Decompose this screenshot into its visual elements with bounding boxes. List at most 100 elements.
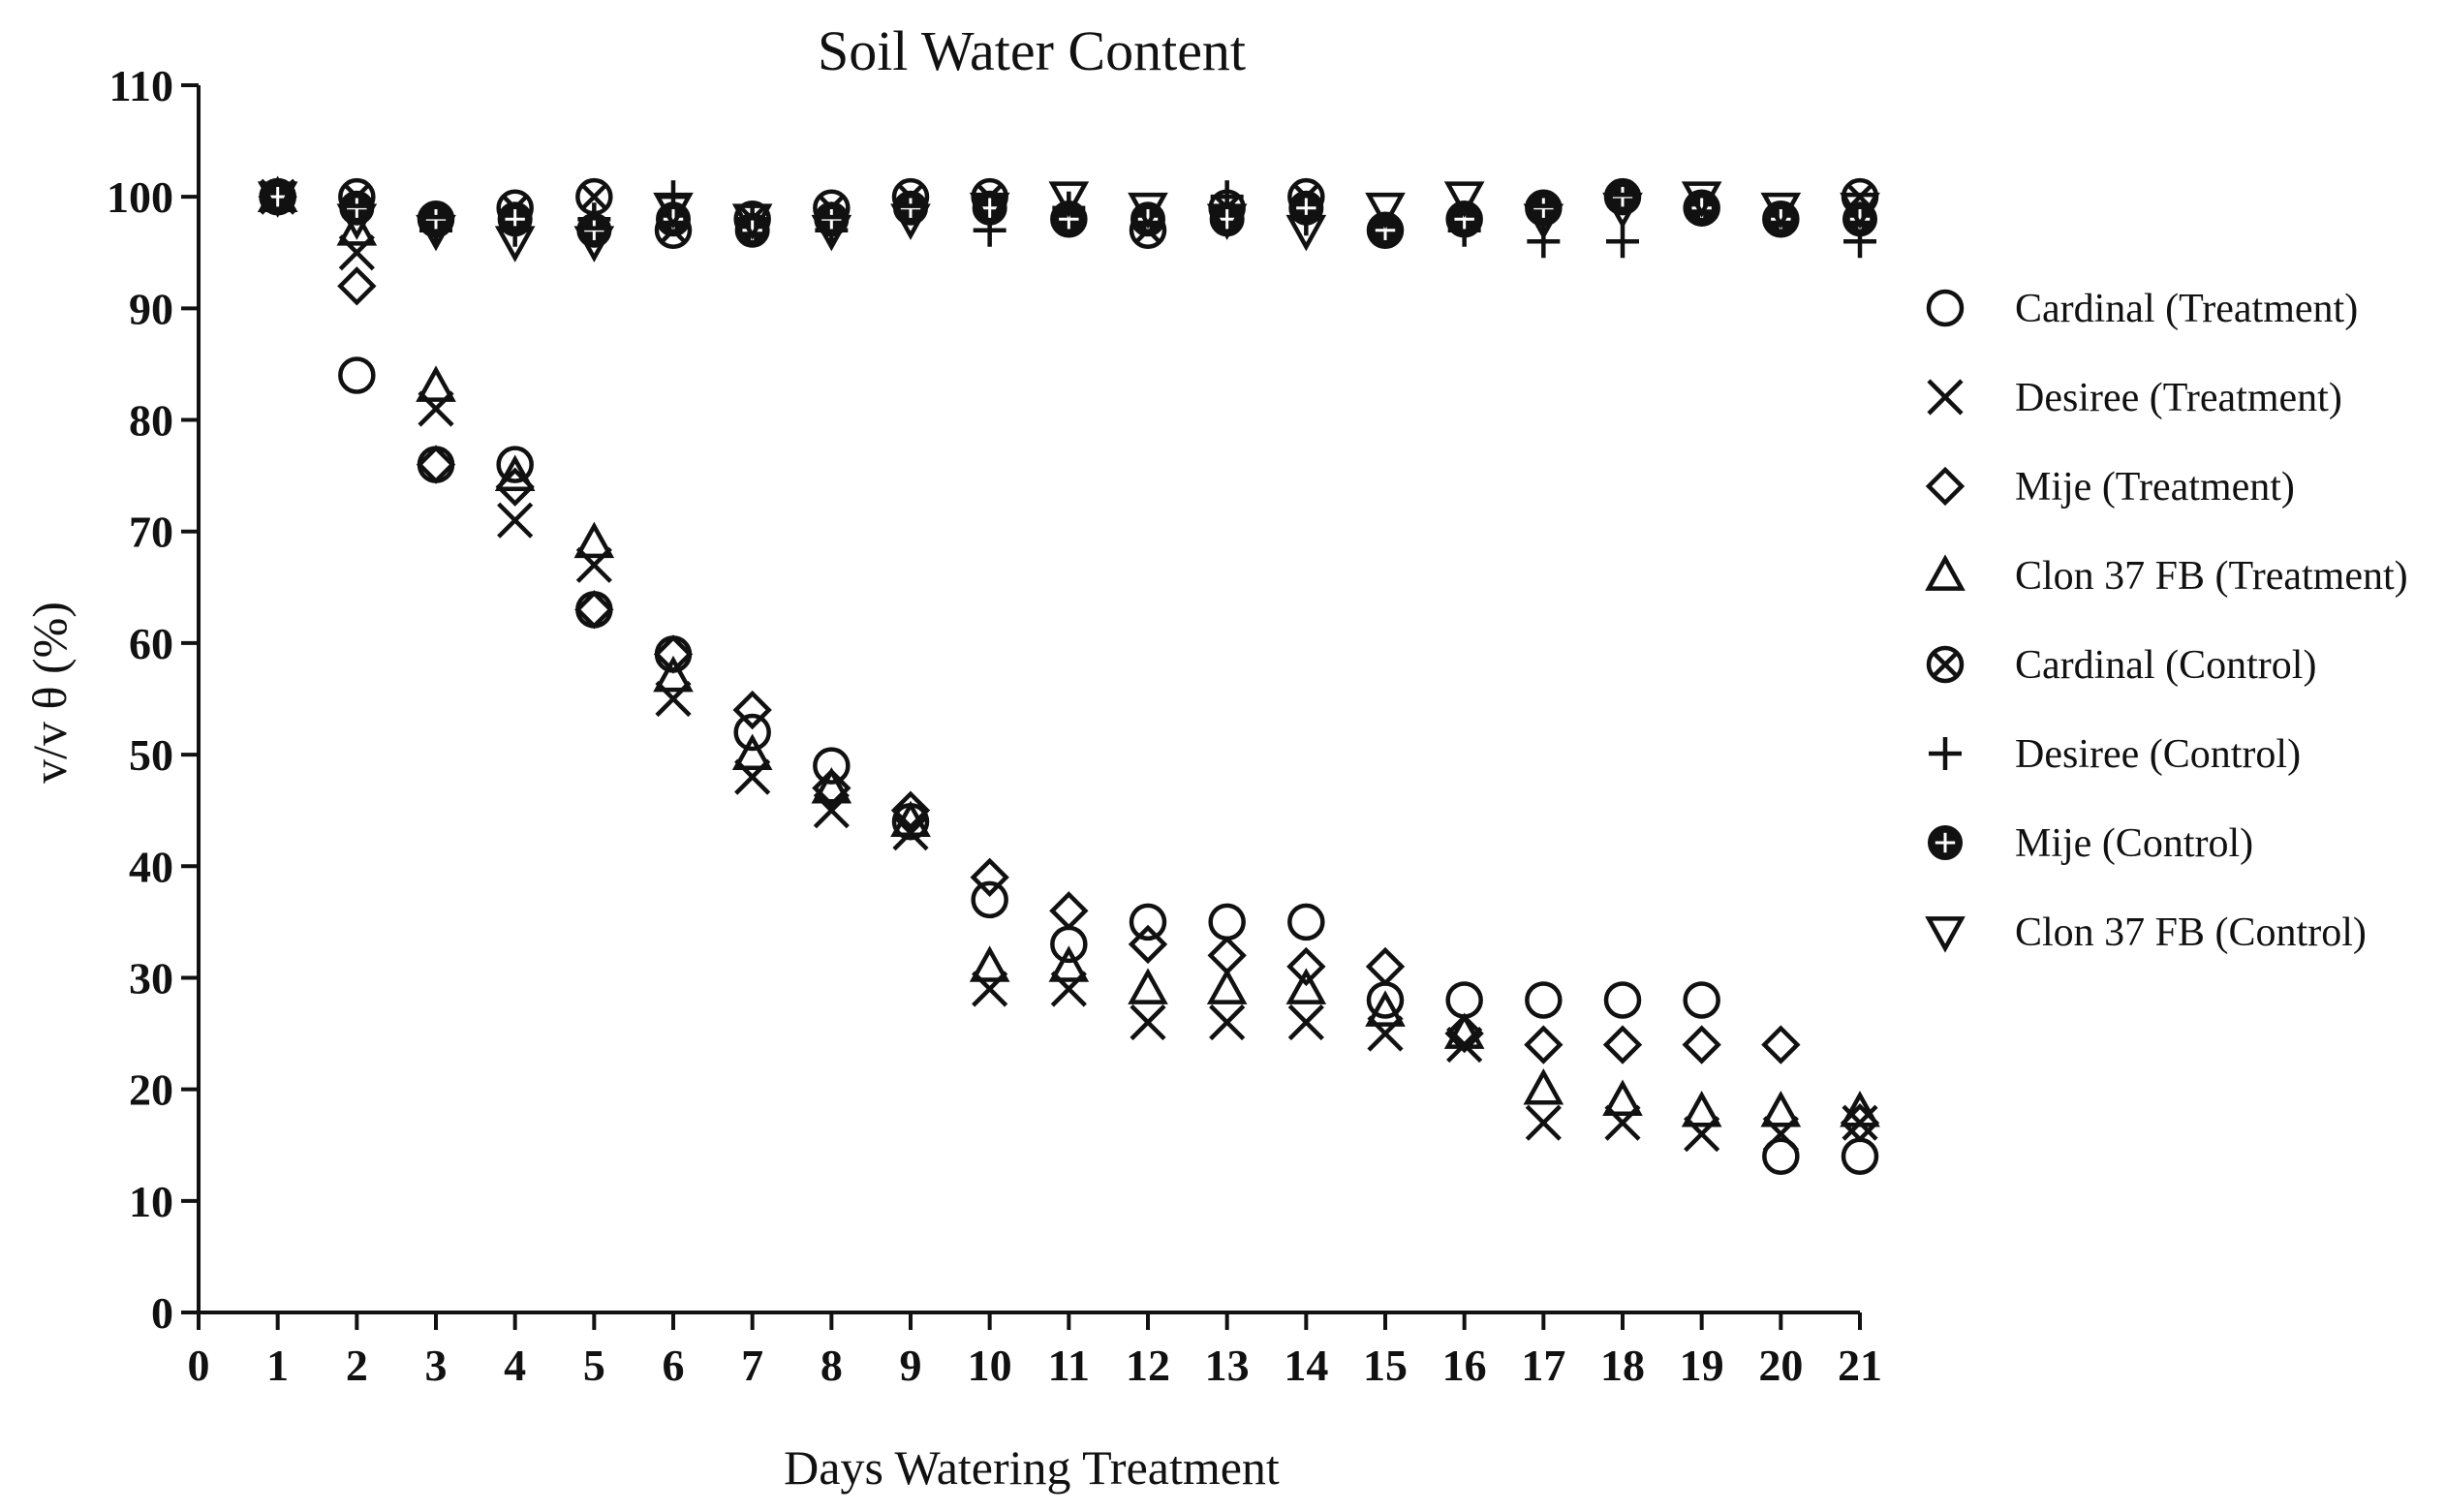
data-point [1285, 968, 1327, 1004]
marker-shape [1602, 1079, 1643, 1117]
marker-shape [416, 445, 456, 484]
data-point [336, 203, 378, 240]
marker-shape [1761, 1025, 1801, 1065]
data-point [574, 590, 614, 630]
marker-shape [812, 768, 851, 808]
data-point [1761, 1025, 1801, 1065]
marker-shape [1925, 466, 1966, 507]
marker-shape [1049, 891, 1089, 931]
data-point [1602, 1079, 1643, 1117]
data-point [1604, 1104, 1641, 1141]
x-tick-label: 9 [900, 1341, 922, 1390]
data-point [813, 792, 850, 829]
marker-shape [1443, 181, 1485, 218]
data-point [969, 945, 1010, 982]
data-point [1365, 192, 1406, 230]
marker-shape [494, 226, 536, 262]
data-point [575, 177, 613, 216]
marker-shape [1760, 192, 1802, 230]
data-point [1285, 214, 1327, 252]
marker-shape [813, 747, 851, 785]
y-tick-label: 60 [129, 619, 173, 668]
x-tick-label: 8 [820, 1341, 843, 1390]
data-point [416, 214, 456, 252]
data-point [1446, 201, 1482, 237]
data-point [1840, 1091, 1880, 1127]
data-point [1841, 1137, 1879, 1175]
series-1 [260, 178, 1878, 1153]
data-point [890, 203, 931, 240]
marker-shape [890, 800, 931, 838]
legend-entry: Mije (Control) [2015, 821, 2253, 866]
data-point [890, 790, 931, 830]
data-point [972, 971, 1008, 1007]
x-tick-label: 11 [1048, 1341, 1090, 1390]
legend-marker [1925, 916, 1966, 953]
data-point [970, 857, 1009, 897]
data-point [575, 546, 612, 583]
marker-shape [811, 214, 852, 252]
marker-shape [494, 454, 536, 491]
marker-shape [1524, 1025, 1564, 1065]
data-point [733, 713, 771, 752]
x-tick-label: 19 [1680, 1341, 1724, 1390]
data-point [1208, 903, 1246, 941]
x-tick-label: 21 [1838, 1341, 1882, 1390]
marker-shape [732, 690, 772, 730]
data-point [1209, 1003, 1246, 1041]
marker-shape [653, 655, 694, 693]
data-point [1524, 1025, 1564, 1065]
x-tick-label: 16 [1442, 1341, 1487, 1390]
marker-shape [336, 209, 378, 246]
marker-shape [1841, 1137, 1879, 1175]
data-point [1288, 190, 1324, 226]
data-point [731, 733, 773, 770]
marker-shape [1926, 645, 1965, 684]
marker-stroke [580, 183, 607, 210]
legend-entry: Cardinal (Control) [2015, 643, 2316, 688]
data-point [1523, 1068, 1564, 1105]
data-point [1048, 945, 1090, 982]
x-tick-label: 2 [346, 1341, 368, 1390]
data-point [1050, 925, 1088, 964]
marker-shape [573, 226, 615, 262]
data-point [1049, 891, 1089, 931]
data-point [1683, 981, 1720, 1019]
marker-shape [1444, 1013, 1484, 1054]
chart-title: Soil Water Content [818, 19, 1246, 82]
y-tick-label: 90 [129, 284, 173, 333]
x-tick-label: 7 [741, 1341, 763, 1390]
y-tick-label: 80 [129, 396, 173, 446]
legend-entry: Mije (Treatment) [2015, 465, 2295, 509]
data-point [573, 226, 615, 262]
legend-entry: Desiree (Control) [2015, 732, 2301, 777]
data-point [1525, 981, 1563, 1019]
marker-shape [731, 203, 773, 240]
data-point [1840, 192, 1880, 230]
data-point [653, 192, 694, 230]
data-marks [257, 175, 1880, 1175]
legend-marker [1925, 554, 1966, 591]
series-3 [257, 175, 1880, 1127]
data-point [1130, 1003, 1166, 1041]
marker-shape [1681, 181, 1722, 218]
data-point [494, 226, 536, 262]
data-point [416, 445, 456, 484]
data-point [811, 767, 852, 804]
marker-stroke [1130, 1003, 1166, 1041]
legend-marker [1926, 645, 1965, 684]
marker-stroke [497, 502, 534, 539]
marker-shape [257, 181, 298, 218]
x-tick-label: 6 [663, 1341, 685, 1390]
marker-shape [1048, 945, 1090, 982]
data-point [260, 179, 295, 215]
data-point [969, 192, 1010, 230]
data-point [497, 201, 533, 237]
marker-shape [1525, 981, 1563, 1019]
data-point [497, 502, 534, 539]
data-point [890, 800, 931, 838]
data-point [813, 747, 851, 785]
data-point [1760, 192, 1802, 230]
marker-shape [1523, 1068, 1564, 1105]
